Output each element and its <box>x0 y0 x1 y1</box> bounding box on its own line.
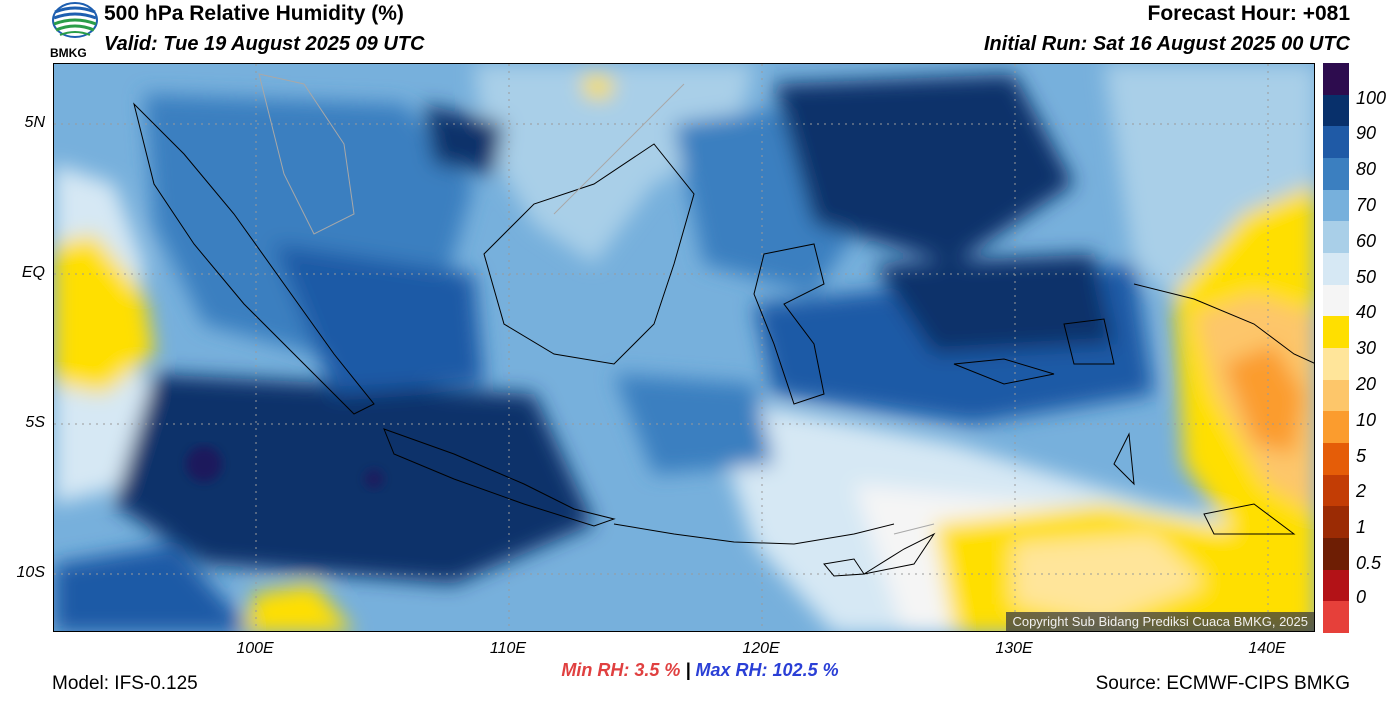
colorbar-label: 20 <box>1356 374 1377 394</box>
colorbar-segment <box>1323 221 1349 254</box>
colorbar-label: 0 <box>1356 587 1367 607</box>
colorbar-label: 90 <box>1356 123 1377 143</box>
colorbar-segment <box>1323 158 1349 191</box>
humidity-field <box>54 64 1314 631</box>
colorbar-segment <box>1323 506 1349 539</box>
colorbar-segment <box>1323 538 1349 571</box>
colorbar-segment <box>1323 253 1349 286</box>
lat-label-5s: 5S <box>25 414 45 431</box>
colorbar-segment <box>1323 348 1349 381</box>
bmkg-logo: BMKG <box>50 2 100 60</box>
coastlines <box>133 102 1314 577</box>
colorbar-label: 70 <box>1356 195 1377 215</box>
colorbar-label: 2 <box>1356 481 1367 501</box>
colorbar-label: 80 <box>1356 159 1377 179</box>
colorbar-label: 50 <box>1356 267 1377 287</box>
colorbar-segment <box>1323 126 1349 159</box>
forecast-hour: Forecast Hour: +081 <box>1147 2 1351 25</box>
colorbar-label: 1 <box>1356 517 1367 537</box>
valid-time: Valid: Tue 19 August 2025 09 UTC <box>104 33 425 55</box>
colorbar-segment <box>1323 284 1349 317</box>
humidity-map <box>53 63 1315 632</box>
colorbar-segment <box>1323 569 1349 602</box>
lat-label-5n: 5N <box>24 114 45 131</box>
rh-stats: Min RH: 3.5 % | Max RH: 102.5 % <box>0 660 1400 681</box>
colorbar-segment <box>1323 443 1349 476</box>
colorbar-label: 0.5 <box>1356 553 1382 573</box>
lon-label-100e: 100E <box>236 640 274 657</box>
lon-label-110e: 110E <box>489 640 527 657</box>
lat-label-10s: 10S <box>16 564 45 581</box>
bmkg-logo-icon <box>52 2 98 38</box>
max-rh-label: Max RH: <box>695 660 768 680</box>
map-title: 500 hPa Relative Humidity (%) <box>104 2 404 25</box>
min-rh-label: Min RH: <box>561 660 630 680</box>
colorbar-label: 30 <box>1356 338 1377 358</box>
colorbar-label: 60 <box>1356 231 1377 251</box>
model-info: Model: IFS-0.125 <box>52 673 198 694</box>
colorbar-segment <box>1323 411 1349 444</box>
min-rh-value: 3.5 % <box>634 660 681 680</box>
colorbar-label: 10 <box>1356 410 1377 430</box>
colorbar-segment <box>1323 63 1349 96</box>
colorbar-segment <box>1323 316 1349 349</box>
colorbar-label: 40 <box>1356 302 1377 322</box>
lon-label-120e: 120E <box>742 640 780 657</box>
copyright-notice: Copyright Sub Bidang Prediksi Cuaca BMKG… <box>1006 612 1314 631</box>
colorbar-segment <box>1323 94 1349 127</box>
initial-run: Initial Run: Sat 16 August 2025 00 UTC <box>983 33 1350 55</box>
max-rh-value: 102.5 % <box>772 660 839 680</box>
lon-label-130e: 130E <box>995 640 1033 657</box>
lon-label-140e: 140E <box>1248 640 1286 657</box>
source-info: Source: ECMWF-CIPS BMKG <box>1095 673 1350 694</box>
colorbar-segment <box>1323 379 1349 412</box>
colorbar <box>1323 63 1349 634</box>
colorbar-segment <box>1323 189 1349 222</box>
stats-separator: | <box>685 660 691 680</box>
colorbar-label: 5 <box>1356 446 1367 466</box>
logo-text: BMKG <box>50 46 87 60</box>
lat-label-eq: EQ <box>21 264 45 281</box>
colorbar-segment <box>1323 474 1349 507</box>
colorbar-label: 100 <box>1356 88 1387 108</box>
colorbar-segment <box>1323 601 1349 634</box>
